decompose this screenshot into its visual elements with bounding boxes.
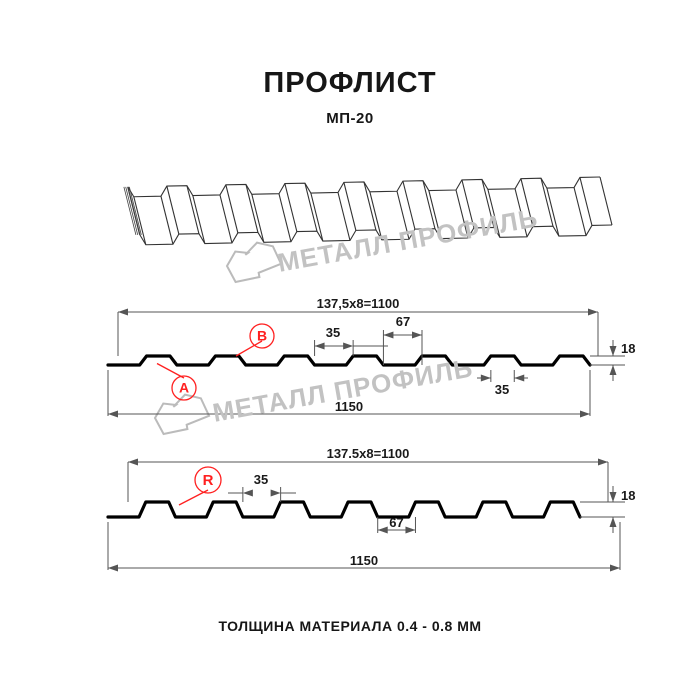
svg-text:35: 35	[326, 325, 340, 340]
svg-text:137,5x8=1100: 137,5x8=1100	[317, 296, 400, 311]
svg-text:67: 67	[396, 314, 410, 329]
svg-text:A: A	[179, 380, 189, 396]
svg-text:18: 18	[621, 341, 635, 356]
svg-text:67: 67	[389, 515, 403, 530]
svg-text:35: 35	[495, 382, 509, 397]
svg-text:137.5x8=1100: 137.5x8=1100	[327, 446, 410, 461]
svg-text:35: 35	[254, 472, 268, 487]
svg-text:R: R	[203, 472, 214, 489]
svg-text:1150: 1150	[350, 553, 378, 568]
svg-text:18: 18	[621, 488, 635, 503]
svg-text:B: B	[257, 328, 267, 344]
